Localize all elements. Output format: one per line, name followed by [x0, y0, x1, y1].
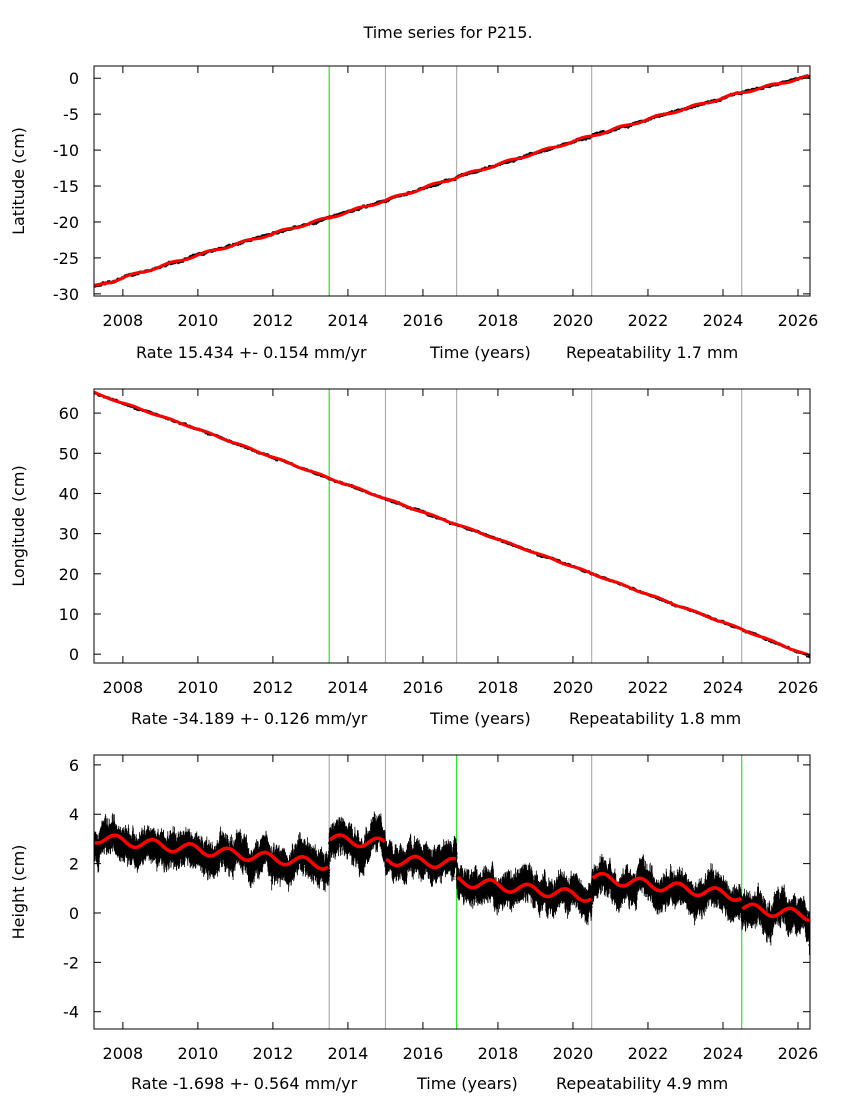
height-y-tick-label: -2	[63, 953, 79, 972]
longitude-y-tick-label: 20	[59, 565, 79, 584]
height-rate: Rate -1.698 +- 0.564 mm/yr	[131, 1074, 358, 1093]
height-panel: Height (cm) Rate -1.698 +- 0.564 mm/yr T…	[9, 754, 819, 1093]
height-x-label: Time (years)	[416, 1074, 518, 1093]
longitude-y-tick-label: 30	[59, 525, 79, 544]
latitude-repeatability: Repeatability 1.7 mm	[566, 343, 738, 362]
longitude-x-tick-label: 2022	[628, 678, 669, 697]
height-plot-frame	[93, 754, 811, 1030]
latitude-x-tick-label: 2008	[103, 311, 144, 330]
height-model-segment	[94, 833, 329, 871]
longitude-x-tick-label: 2016	[403, 678, 444, 697]
height-y-label: Height (cm)	[9, 845, 28, 940]
height-y-tick-label: 6	[69, 756, 79, 775]
height-x-tick-label: 2016	[403, 1044, 444, 1063]
height-x-tick-label: 2012	[253, 1044, 294, 1063]
latitude-y-tick-label: -5	[63, 105, 79, 124]
height-model-segment	[456, 875, 592, 903]
latitude-x-tick-label: 2026	[778, 311, 819, 330]
longitude-x-tick-label: 2008	[103, 678, 144, 697]
latitude-x-tick-label: 2016	[403, 311, 444, 330]
longitude-x-tick-label: 2010	[178, 678, 219, 697]
height-x-tick-label: 2008	[103, 1044, 144, 1063]
longitude-model-line	[94, 390, 810, 657]
latitude-y-label: Latitude (cm)	[9, 127, 28, 235]
height-x-tick-label: 2018	[478, 1044, 519, 1063]
longitude-y-tick-label: 0	[69, 645, 79, 664]
longitude-y-tick-label: 50	[59, 444, 79, 463]
longitude-x-tick-label: 2026	[778, 678, 819, 697]
latitude-x-tick-label: 2010	[178, 311, 219, 330]
longitude-x-label: Time (years)	[429, 709, 531, 728]
height-data-errorbars	[94, 811, 810, 955]
longitude-y-tick-label: 60	[59, 404, 79, 423]
latitude-rate: Rate 15.434 +- 0.154 mm/yr	[136, 343, 367, 362]
height-y-tick-label: 0	[69, 904, 79, 923]
longitude-x-tick-label: 2024	[703, 678, 744, 697]
longitude-y-tick-label: 40	[59, 484, 79, 503]
height-x-tick-label: 2026	[778, 1044, 819, 1063]
height-y-tick-label: -4	[63, 1003, 79, 1022]
figure-title: Time series for P215.	[362, 23, 532, 42]
longitude-panel: Longitude (cm) Rate -34.189 +- 0.126 mm/…	[9, 388, 819, 728]
latitude-x-tick-label: 2020	[553, 311, 594, 330]
latitude-x-tick-label: 2022	[628, 311, 669, 330]
longitude-plot-frame	[93, 388, 811, 664]
longitude-repeatability: Repeatability 1.8 mm	[569, 709, 741, 728]
latitude-model-line	[94, 73, 809, 288]
latitude-x-label: Time (years)	[429, 343, 531, 362]
longitude-y-tick-label: 10	[59, 605, 79, 624]
height-repeatability: Repeatability 4.9 mm	[556, 1074, 728, 1093]
latitude-x-tick-label: 2018	[478, 311, 519, 330]
height-x-tick-label: 2010	[178, 1044, 219, 1063]
latitude-plot-frame	[93, 65, 811, 297]
longitude-rate: Rate -34.189 +- 0.126 mm/yr	[131, 709, 368, 728]
latitude-y-tick-label: -30	[53, 285, 79, 304]
latitude-y-tick-label: -20	[53, 213, 79, 232]
height-x-tick-label: 2024	[703, 1044, 744, 1063]
height-model-segment	[741, 902, 810, 923]
height-model-segment	[328, 833, 386, 849]
height-x-tick-label: 2014	[328, 1044, 369, 1063]
latitude-panel: Latitude (cm) Rate 15.434 +- 0.154 mm/yr…	[9, 65, 819, 362]
height-x-tick-label: 2022	[628, 1044, 669, 1063]
longitude-x-tick-label: 2020	[553, 678, 594, 697]
longitude-y-label: Longitude (cm)	[9, 465, 28, 587]
latitude-y-tick-label: -15	[53, 177, 79, 196]
height-model-segment	[384, 854, 457, 870]
latitude-y-tick-label: -25	[53, 249, 79, 268]
latitude-y-tick-label: 0	[69, 69, 79, 88]
longitude-x-tick-label: 2018	[478, 678, 519, 697]
latitude-y-tick-label: -10	[53, 141, 79, 160]
latitude-x-tick-label: 2014	[328, 311, 369, 330]
height-x-tick-label: 2020	[553, 1044, 594, 1063]
latitude-x-tick-label: 2012	[253, 311, 294, 330]
height-model-segment	[591, 871, 742, 902]
longitude-x-tick-label: 2014	[328, 678, 369, 697]
height-y-tick-label: 4	[69, 805, 79, 824]
latitude-x-tick-label: 2024	[703, 311, 744, 330]
height-y-tick-label: 2	[69, 855, 79, 874]
longitude-x-tick-label: 2012	[253, 678, 294, 697]
